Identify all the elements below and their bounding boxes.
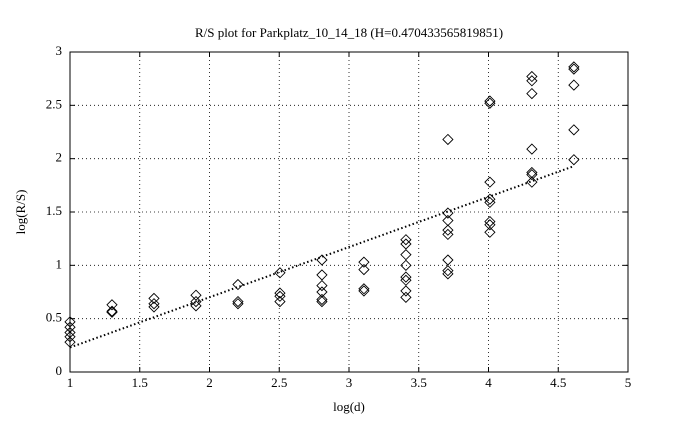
data-point — [274, 287, 286, 299]
data-point — [526, 176, 538, 188]
data-point — [106, 306, 118, 318]
data-point — [274, 267, 286, 279]
data-point — [316, 293, 328, 306]
data-point — [190, 289, 202, 301]
data-point — [358, 283, 370, 295]
data-point — [400, 285, 412, 297]
data-point — [484, 215, 496, 228]
data-point — [568, 61, 580, 73]
data-point — [190, 300, 202, 312]
data-point — [484, 219, 496, 231]
data-point — [64, 316, 76, 328]
data-point — [106, 305, 118, 317]
data-point — [526, 70, 538, 83]
y-tick-label: 3 — [56, 43, 63, 58]
data-point — [568, 124, 580, 136]
data-point — [106, 299, 118, 311]
x-tick-label: 3.5 — [411, 375, 427, 390]
data-point — [568, 63, 580, 75]
x-tick-label: 1.5 — [132, 375, 148, 390]
data-point — [526, 87, 538, 100]
data-point — [484, 176, 496, 188]
data-point — [358, 256, 370, 268]
data-point — [64, 331, 76, 343]
x-axis-label: log(d) — [333, 399, 365, 414]
y-tick-label: 2.5 — [46, 96, 62, 111]
x-tick-label: 5 — [625, 375, 632, 390]
data-point — [568, 154, 580, 166]
data-point — [484, 196, 496, 209]
data-point — [526, 75, 538, 87]
data-point — [442, 224, 454, 236]
y-tick-label: 0.5 — [46, 310, 62, 325]
data-point — [442, 254, 454, 266]
x-tick-label: 2 — [206, 375, 213, 390]
data-point — [232, 298, 244, 310]
data-point — [484, 226, 496, 238]
x-tick-label: 4.5 — [550, 375, 566, 390]
data-point — [232, 295, 244, 308]
chart-title: R/S plot for Parkplatz_10_14_18 (H=0.470… — [195, 25, 503, 40]
x-tick-label: 3 — [346, 375, 353, 390]
data-point — [526, 143, 538, 155]
data-point — [316, 295, 328, 308]
data-point — [526, 169, 538, 181]
data-point — [316, 279, 328, 292]
data-point — [148, 301, 160, 313]
x-tick-label: 2.5 — [271, 375, 287, 390]
data-point — [442, 265, 454, 277]
data-point — [442, 207, 454, 219]
data-point — [358, 263, 370, 276]
data-point — [484, 97, 496, 109]
data-point — [568, 79, 580, 91]
data-point — [400, 238, 412, 250]
data-point — [442, 228, 454, 241]
data-point — [316, 269, 328, 281]
data-point — [232, 278, 244, 291]
data-point — [442, 133, 454, 146]
data-point — [190, 295, 202, 308]
data-point — [442, 268, 454, 280]
y-tick-label: 0 — [56, 363, 63, 378]
data-point — [148, 292, 160, 305]
x-tick-label: 1 — [67, 375, 74, 390]
data-point — [274, 290, 286, 302]
data-point — [400, 259, 412, 271]
data-point — [358, 285, 370, 297]
y-tick-label: 1.5 — [46, 203, 62, 218]
data-point — [400, 274, 412, 286]
plot-frame — [69, 51, 629, 373]
data-point — [400, 249, 412, 261]
data-point — [400, 271, 412, 283]
y-tick-label: 1 — [56, 256, 63, 271]
fit-line — [69, 165, 575, 349]
data-point — [484, 95, 496, 107]
data-point — [274, 295, 286, 308]
x-tick-label: 4 — [485, 375, 492, 390]
data-point — [400, 291, 412, 303]
y-tick-label: 2 — [56, 150, 63, 165]
y-axis-label: log(R/S) — [13, 190, 28, 235]
data-point — [148, 298, 160, 310]
data-point — [400, 234, 412, 246]
data-point — [484, 193, 496, 205]
